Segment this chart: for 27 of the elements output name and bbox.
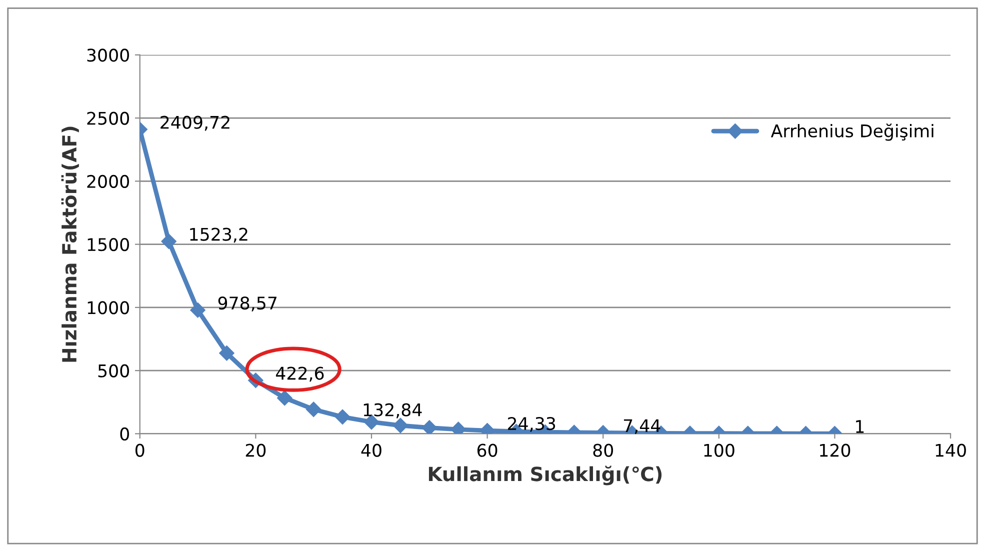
point <box>161 234 176 249</box>
x-tick-label: 100 <box>704 444 734 457</box>
x-tick-label: 120 <box>820 444 850 457</box>
y-tick-label: 500 <box>98 364 129 378</box>
x-tick-label: 0 <box>135 444 144 457</box>
y-axis-title: Hızlanma Faktörü(AF) <box>61 126 79 362</box>
y-tick-label: 1000 <box>88 301 129 314</box>
y-tick-label: 2000 <box>87 174 129 188</box>
data-label: 132,84 <box>364 403 422 418</box>
data-label: 422,6 <box>276 366 324 382</box>
y-tick-label: 0 <box>120 427 129 441</box>
y-tick-label: 2500 <box>87 112 129 125</box>
data-label: 24,33 <box>508 416 556 432</box>
x-tick-label: 20 <box>246 444 266 457</box>
y-tick-label: 3000 <box>87 48 129 62</box>
data-label: 7,44 <box>624 419 660 434</box>
x-tick-label: 40 <box>361 444 382 457</box>
y-tick-label: 1500 <box>88 238 129 252</box>
data-label: 2409,72 <box>160 116 230 131</box>
legend-label: Arrhenius Değişimi <box>770 124 934 141</box>
x-tick-label: 60 <box>477 444 498 457</box>
x-tick-label: 80 <box>593 444 613 457</box>
x-tick-label: 140 <box>936 444 966 457</box>
data-label: 978,57 <box>218 296 276 312</box>
data-label: 1523,2 <box>190 228 248 243</box>
data-label: 1 <box>856 420 864 433</box>
x-axis-title: Kullanım Sıcaklığı(℃) <box>428 466 662 486</box>
